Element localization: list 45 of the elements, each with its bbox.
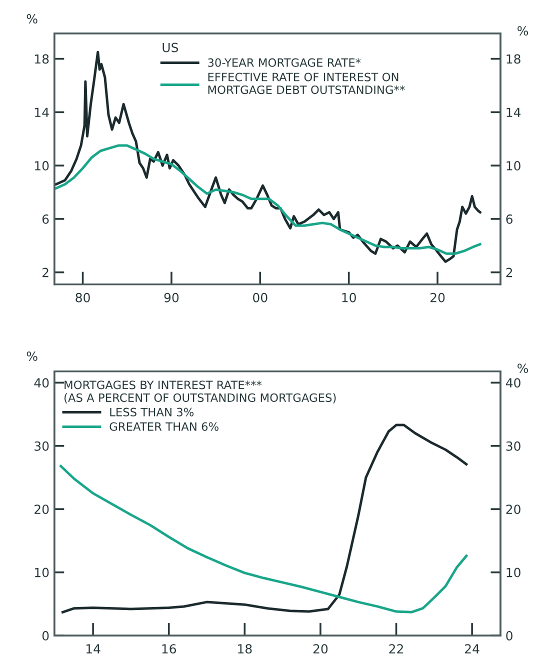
y2-tick-label: 2	[506, 268, 512, 278]
legend-title: US	[162, 42, 178, 52]
y2-tick-label: 14	[506, 108, 521, 117]
legend-title: MORTGAGES BY INTEREST RATE*** (AS A PERCENT OF OUTSTANDING MORTGAGES)	[64, 380, 336, 404]
x-tick-label: 00	[253, 292, 268, 302]
x-tick-label: 80	[76, 292, 90, 302]
y-tick-label: 6	[42, 214, 49, 224]
line-series	[61, 424, 468, 614]
legend-label: 30-YEAR MORTGAGE RATE*	[208, 58, 361, 67]
y2-tick-label: 40	[506, 378, 520, 388]
legend-label: EFFECTIVE RATE OF INTEREST ON MORTGAGE DEBT OUTSTANDING**	[208, 72, 405, 94]
x-tick-label: 20	[430, 292, 445, 302]
y2-axis-title: %	[518, 26, 528, 36]
y2-axis-title: %	[518, 364, 528, 374]
y-tick-label: 2	[42, 268, 48, 278]
legend-label: GREATER THAN 6%	[110, 422, 218, 431]
y-tick-label: 10	[35, 161, 49, 170]
x-tick-label: 20	[313, 644, 328, 654]
y-tick-label: 30	[34, 441, 49, 451]
y2-tick-label: 10	[506, 568, 520, 578]
x-tick-label: 18	[238, 644, 252, 654]
y-tick-label: 0	[42, 631, 49, 640]
x-tick-label: 10	[342, 292, 356, 302]
x-tick-label: 14	[86, 644, 100, 654]
y2-tick-label: 10	[506, 161, 520, 170]
y2-tick-label: 6	[506, 214, 513, 224]
y-tick-label: 10	[35, 568, 49, 578]
y-tick-label: 18	[35, 54, 49, 64]
x-tick-label: 24	[465, 644, 480, 654]
y2-tick-label: 0	[506, 631, 512, 640]
x-tick-label: 90	[164, 292, 179, 302]
line-series	[54, 50, 482, 263]
y-tick-label: 20	[34, 504, 49, 514]
y-axis-title: %	[26, 14, 38, 24]
x-tick-label: 22	[389, 644, 403, 654]
y-tick-label: 40	[34, 378, 49, 388]
y-tick-label: 14	[35, 108, 49, 117]
line-series	[60, 464, 468, 614]
line-series	[54, 144, 482, 255]
y2-tick-label: 30	[506, 441, 520, 451]
y2-tick-label: 18	[506, 54, 520, 64]
legend-label: LESS THAN 3%	[110, 408, 194, 416]
x-tick-label: 16	[162, 644, 176, 654]
y-axis-title: %	[26, 351, 38, 361]
y2-tick-label: 20	[506, 504, 520, 514]
